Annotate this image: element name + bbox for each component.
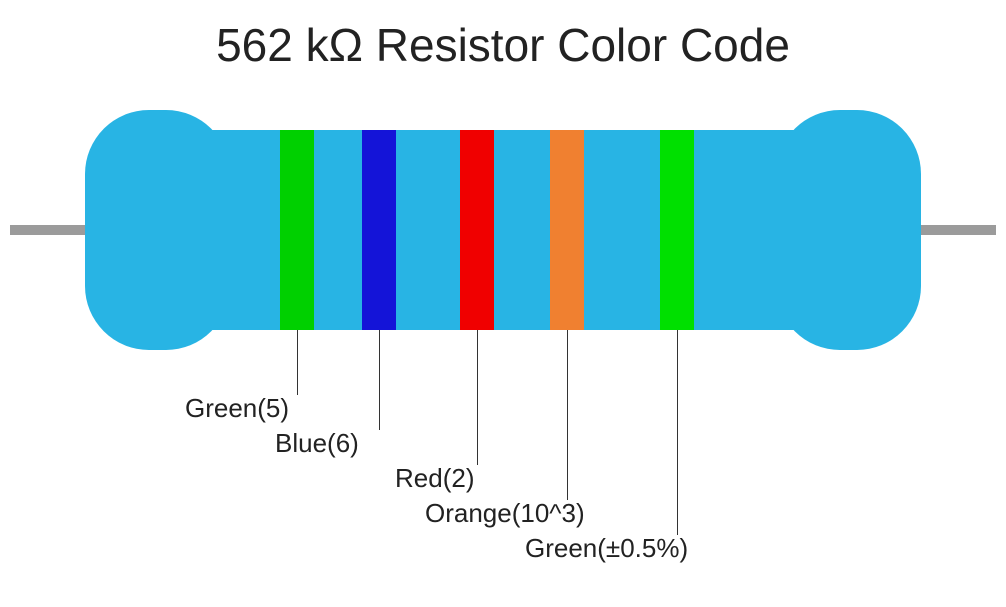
band-4-label: Orange(10^3) [425,498,585,529]
resistor-endcap-right [776,110,921,350]
band-2 [362,130,396,330]
band-1 [280,130,314,330]
band-3-leader [477,330,478,465]
diagram-title: 562 kΩ Resistor Color Code [0,18,1006,72]
band-3 [460,130,494,330]
band-1-leader [297,330,298,395]
band-3-label: Red(2) [395,463,474,494]
band-1-label: Green(5) [185,393,289,424]
band-2-label: Blue(6) [275,428,359,459]
band-5-label: Green(±0.5%) [525,533,688,564]
band-5-leader [677,330,678,535]
band-4-leader [567,330,568,500]
band-4 [550,130,584,330]
resistor-endcap-left [85,110,230,350]
band-2-leader [379,330,380,430]
band-5 [660,130,694,330]
